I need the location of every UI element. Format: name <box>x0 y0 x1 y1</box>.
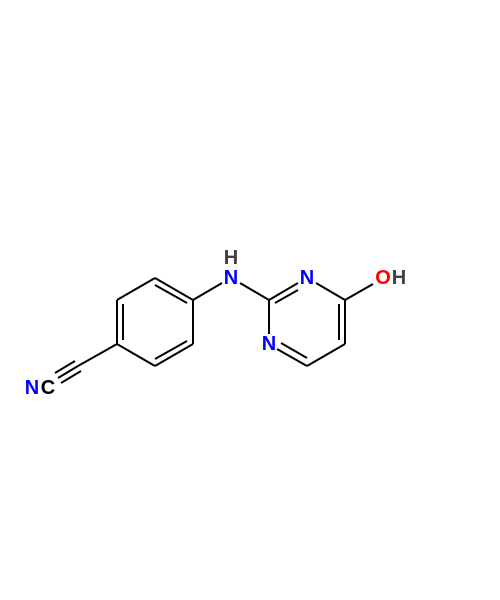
bond-c11-oh <box>345 284 373 300</box>
bond-c10-c11-double <box>339 300 345 344</box>
bond-c9-c10 <box>307 344 345 366</box>
bond-c7-c2 <box>117 344 155 366</box>
atom-label-n1: N <box>300 267 314 289</box>
bond-n2-c9-double <box>277 343 307 366</box>
bond-nh-c8 <box>240 283 269 300</box>
bond-c8-n1-double <box>269 283 298 303</box>
atom-label-nc: N C <box>25 377 55 399</box>
bond-c2-c3-double <box>117 300 123 344</box>
oh-h-char: H <box>392 267 406 289</box>
nc-c-char: C <box>41 377 55 399</box>
atom-label-oh: O H <box>375 267 406 289</box>
bond-c11-n1 <box>316 283 345 300</box>
bond-c5-nh <box>193 283 222 300</box>
bond-c4-c5-double <box>155 278 193 303</box>
bond-c6-c7-double <box>155 341 193 366</box>
oh-o-char: O <box>375 267 391 289</box>
atom-label-nh-n: N <box>224 267 238 289</box>
bond-c3-c4 <box>117 278 155 300</box>
bond-nitrile-triple <box>55 361 81 383</box>
atom-label-n2: N <box>262 333 276 355</box>
chemical-structure-canvas: N C N H N N O H <box>0 0 500 600</box>
bond-c1-c2 <box>78 344 117 366</box>
nc-n-char: N <box>25 377 39 399</box>
structure-svg: N C N H N N O H <box>0 0 500 600</box>
atom-label-nh-h: H <box>224 247 238 269</box>
